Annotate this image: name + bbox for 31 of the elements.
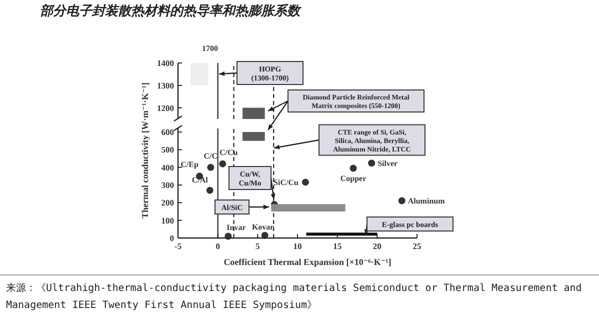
annotation: Kovar — [252, 222, 274, 232]
source-note: 来源：《Ultrahigh-thermal-conductivity packaging materials Semiconduct or Thermal Measurement and Management IEEE Twenty First Annual IEEE Symposium》 — [6, 282, 582, 311]
y-tick-label: 400 — [161, 162, 174, 172]
y-tick-label: 500 — [161, 144, 174, 155]
x-tick-label: 10 — [293, 241, 302, 251]
y-tick-label: 1400 — [157, 58, 174, 68]
annotation: Copper — [340, 174, 367, 184]
annotation: C/Ep — [180, 160, 199, 170]
y-axis-title: Thermal conductivity [W·m⁻¹·K⁻¹] — [140, 82, 150, 218]
annotation: C/C — [204, 151, 218, 160]
x-tick-label: 25 — [412, 241, 422, 251]
y-tick-label: 0 — [170, 233, 174, 243]
annotation: Silver — [378, 159, 398, 168]
x-tick-label: 0 — [216, 241, 220, 251]
x-tick-label: 15 — [333, 241, 342, 251]
chart-title: 部分电子封装散热材料的热导率和热膨胀系数 — [40, 3, 302, 19]
annotation: SiC/Cu — [274, 178, 300, 188]
y-tick-label: 1200 — [157, 102, 174, 113]
x-tick-label: 5 — [256, 241, 260, 251]
y-tick-label: 100 — [161, 215, 174, 226]
x-tick-label: -5 — [174, 241, 182, 251]
y-tick-label: 1300 — [157, 80, 174, 90]
text: 1700 — [202, 44, 218, 53]
annotation: Invar — [226, 223, 246, 232]
y-tick-label: 600 — [161, 127, 174, 138]
x-axis-title: Coefficient Thermal Expansion [×10⁻⁶·K⁻¹] — [224, 257, 392, 267]
y-tick-label: 200 — [161, 198, 174, 208]
x-tick-label: 20 — [372, 241, 382, 251]
annotation: Aluminum — [408, 196, 446, 206]
annotation: C/Cu — [219, 148, 238, 157]
y-tick-label: 300 — [161, 180, 174, 190]
